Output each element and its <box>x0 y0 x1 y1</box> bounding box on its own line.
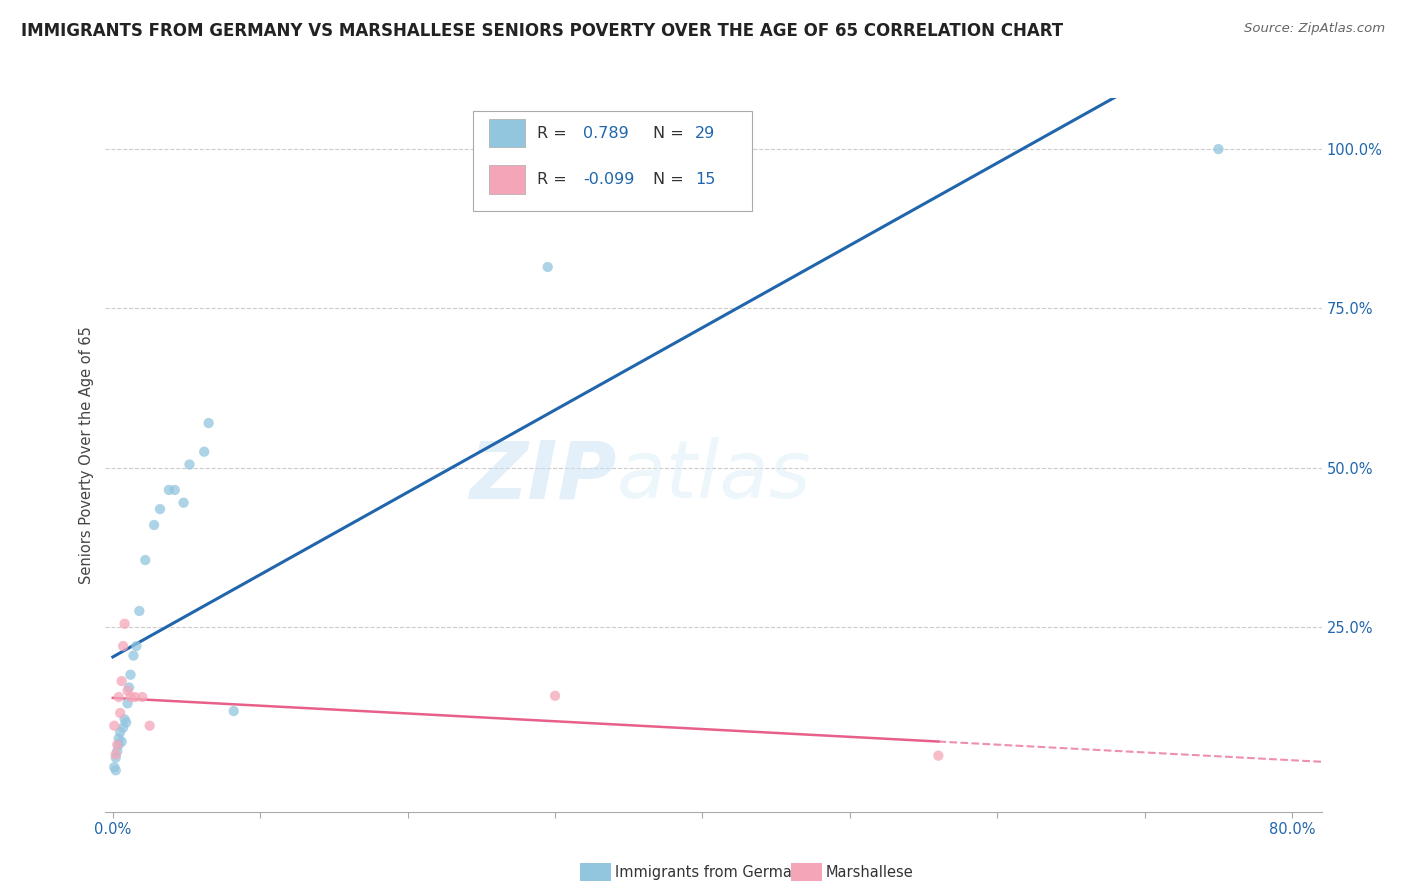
Bar <box>488 165 524 194</box>
Text: 29: 29 <box>696 126 716 141</box>
Point <box>173 496 195 510</box>
Text: atlas: atlas <box>616 437 811 516</box>
Text: -0.099: -0.099 <box>583 172 634 187</box>
Point <box>104 750 127 764</box>
Point <box>1208 142 1230 156</box>
Point <box>112 721 135 735</box>
Point <box>111 734 134 748</box>
Point <box>131 690 153 704</box>
Point <box>222 704 245 718</box>
Point <box>107 690 129 704</box>
Point <box>118 681 141 695</box>
Point <box>103 760 125 774</box>
Point <box>117 697 139 711</box>
Point <box>125 639 148 653</box>
Point <box>120 690 142 704</box>
Point <box>103 719 125 733</box>
Text: R =: R = <box>537 126 572 141</box>
Point <box>104 747 127 762</box>
Point <box>197 416 219 430</box>
Point <box>105 744 128 758</box>
Text: IMMIGRANTS FROM GERMANY VS MARSHALLESE SENIORS POVERTY OVER THE AGE OF 65 CORREL: IMMIGRANTS FROM GERMANY VS MARSHALLESE S… <box>21 22 1063 40</box>
Point <box>193 444 215 458</box>
Text: Marshallese: Marshallese <box>825 865 914 880</box>
FancyBboxPatch shape <box>472 111 752 211</box>
Text: 15: 15 <box>696 172 716 187</box>
Point <box>107 731 129 746</box>
Point <box>112 639 135 653</box>
Y-axis label: Seniors Poverty Over the Age of 65: Seniors Poverty Over the Age of 65 <box>79 326 94 584</box>
Point <box>149 502 172 516</box>
Text: 0.789: 0.789 <box>583 126 628 141</box>
Point <box>138 719 160 733</box>
Text: Source: ZipAtlas.com: Source: ZipAtlas.com <box>1244 22 1385 36</box>
Point <box>134 553 156 567</box>
Bar <box>488 119 524 147</box>
Text: Immigrants from Germany: Immigrants from Germany <box>614 865 810 880</box>
Point <box>122 648 145 663</box>
Text: N =: N = <box>652 172 689 187</box>
Point <box>117 683 139 698</box>
Point <box>143 518 166 533</box>
Point <box>104 764 127 778</box>
Point <box>107 738 129 752</box>
Point <box>927 748 949 763</box>
Point <box>114 712 136 726</box>
Point <box>544 689 567 703</box>
Point <box>108 725 131 739</box>
Point <box>115 715 138 730</box>
Point <box>537 260 560 274</box>
Point <box>124 690 146 704</box>
Point <box>105 738 128 752</box>
Point <box>108 706 131 720</box>
Point <box>179 458 201 472</box>
Point <box>120 667 142 681</box>
Text: R =: R = <box>537 172 572 187</box>
Point <box>111 674 134 689</box>
Text: N =: N = <box>652 126 689 141</box>
Point <box>163 483 186 497</box>
Point <box>114 616 136 631</box>
Point <box>157 483 180 497</box>
Text: ZIP: ZIP <box>468 437 616 516</box>
Point <box>128 604 150 618</box>
